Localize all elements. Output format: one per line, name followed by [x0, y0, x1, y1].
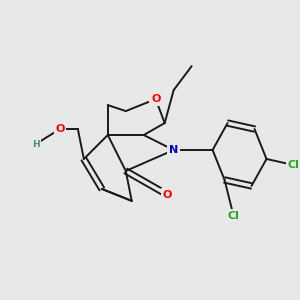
Text: Cl: Cl — [228, 211, 239, 221]
Text: N: N — [169, 145, 178, 155]
Text: H: H — [32, 140, 40, 148]
Text: O: O — [151, 94, 160, 104]
Text: O: O — [55, 124, 64, 134]
Text: O: O — [163, 190, 172, 200]
Text: Cl: Cl — [287, 160, 299, 170]
